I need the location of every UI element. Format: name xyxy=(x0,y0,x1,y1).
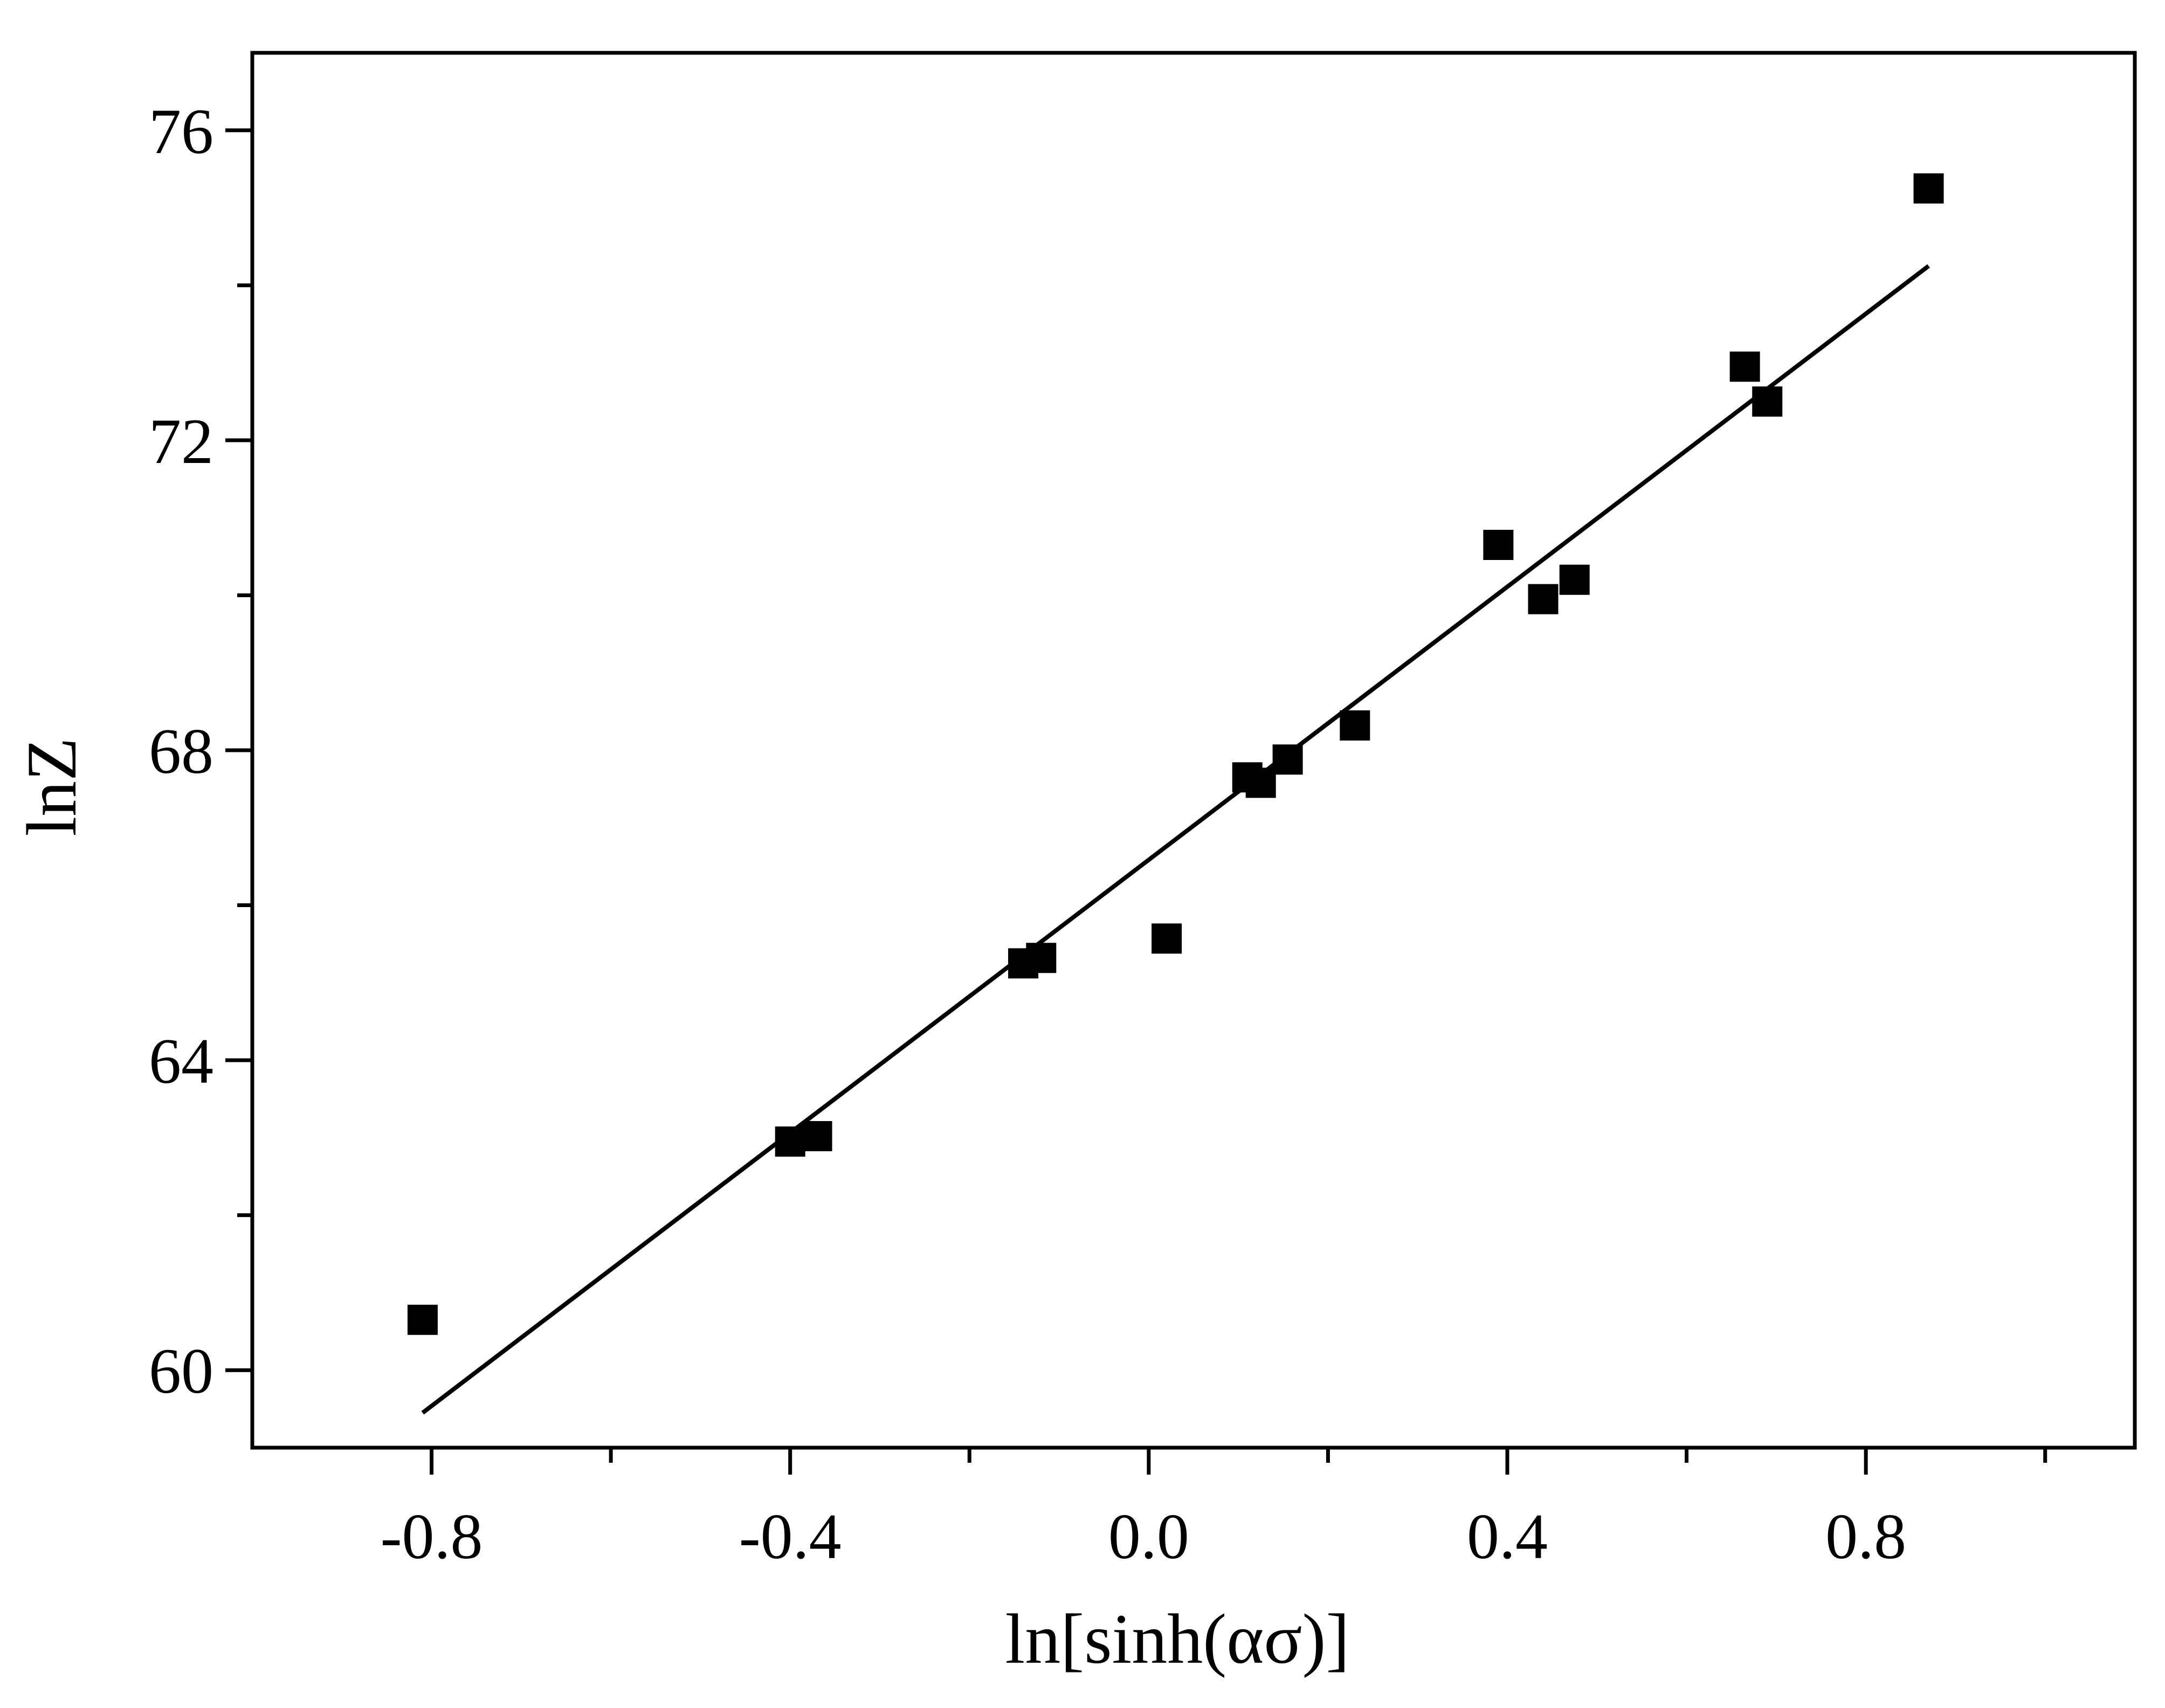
y-tick-label: 72 xyxy=(149,405,213,477)
x-axis-ticks xyxy=(430,1448,2047,1475)
y-tick-label: 76 xyxy=(149,95,213,167)
fit-line-group xyxy=(421,264,1930,1415)
data-point xyxy=(1026,943,1057,973)
fit-line xyxy=(421,264,1930,1415)
data-point xyxy=(1483,529,1514,560)
data-point xyxy=(1752,386,1783,417)
y-axis-tick-labels: 60 64 68 72 76 xyxy=(149,95,213,1407)
x-axis-title: ln[sinh(ασ)] xyxy=(1005,1599,1350,1678)
data-point xyxy=(1245,767,1276,798)
y-axis-title: lnZ xyxy=(12,737,91,836)
x-tick-label: -0.8 xyxy=(381,1500,483,1572)
data-point xyxy=(775,1126,805,1157)
y-tick-label: 68 xyxy=(149,715,213,787)
x-axis-tick-labels: -0.8 -0.4 0.0 0.4 0.8 xyxy=(381,1500,1907,1572)
plot-frame xyxy=(250,51,2137,1450)
data-point xyxy=(1528,584,1559,614)
y-tick-label: 60 xyxy=(149,1335,213,1407)
data-point xyxy=(802,1121,832,1152)
x-tick-label: 0.8 xyxy=(1825,1500,1906,1572)
x-tick-label: 0.0 xyxy=(1108,1500,1189,1572)
y-axis-ticks xyxy=(225,128,252,1372)
data-point xyxy=(1729,351,1760,382)
x-tick-label: 0.4 xyxy=(1467,1500,1548,1572)
data-point xyxy=(407,1304,438,1335)
x-tick-label: -0.4 xyxy=(739,1500,842,1572)
data-points xyxy=(407,173,1944,1335)
data-point xyxy=(1340,710,1370,741)
y-tick-label: 64 xyxy=(149,1025,213,1097)
data-point xyxy=(1559,564,1590,595)
data-point xyxy=(1152,923,1182,954)
data-point xyxy=(1272,744,1303,775)
data-point xyxy=(1913,173,1944,204)
